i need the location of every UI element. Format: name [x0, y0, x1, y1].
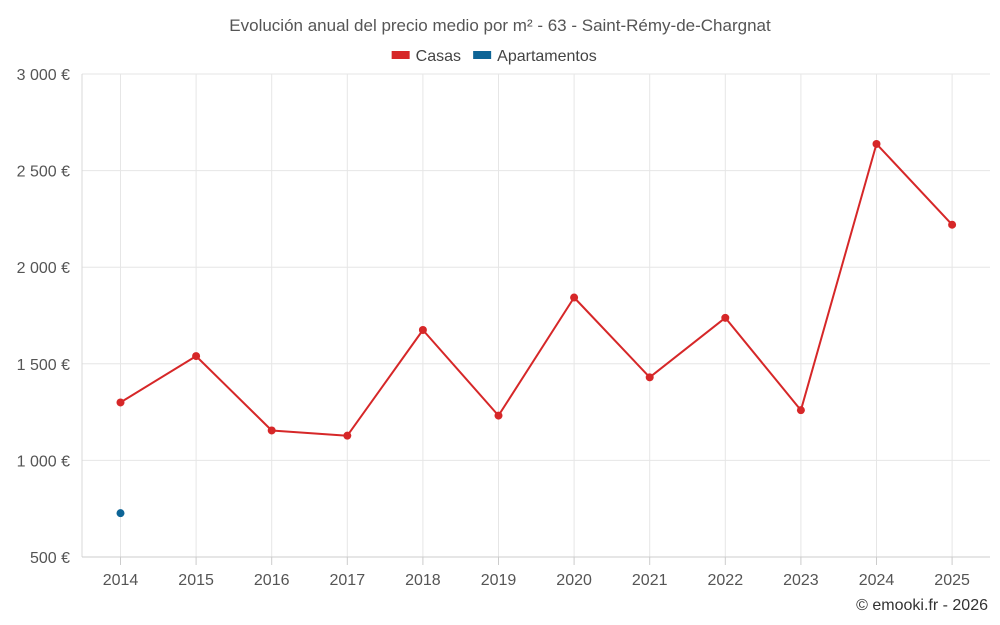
data-point-casas: [796, 406, 805, 415]
data-point-casas: [872, 139, 881, 148]
x-tick-label: 2021: [632, 572, 668, 589]
data-point-casas: [494, 411, 503, 420]
credit-text: © emooki.fr - 2026: [856, 597, 988, 614]
x-tick-label: 2016: [254, 572, 290, 589]
legend-label-apartamentos: Apartamentos: [497, 48, 597, 65]
grid: [82, 73, 990, 557]
x-tick-label: 2014: [103, 572, 139, 589]
x-tick-label: 2019: [481, 572, 517, 589]
y-axis: 500 € 1 000 € 1 500 € 2 000 € 2 500 € 3 000 €: [17, 67, 83, 567]
series-line-casas: [119, 142, 953, 437]
y-tick-label: 1 000 €: [17, 453, 70, 470]
legend: Casas Apartamentos: [391, 48, 597, 65]
x-tick-label: 2017: [330, 572, 366, 589]
y-tick-label: 2 000 €: [17, 260, 70, 277]
x-tick-label: 2023: [783, 572, 819, 589]
x-tick-label: 2022: [708, 572, 744, 589]
legend-label-casas: Casas: [416, 48, 461, 65]
data-point-casas: [343, 431, 352, 440]
y-tick-label: 2 500 €: [17, 164, 70, 181]
data-point-casas: [570, 293, 579, 302]
chart-title: Evolución anual del precio medio por m² …: [229, 16, 771, 35]
y-tick-label: 3 000 €: [17, 67, 70, 84]
legend-swatch-casas: [391, 51, 410, 59]
x-tick-label: 2020: [556, 572, 592, 589]
y-tick-label: 500 €: [30, 550, 70, 567]
series-layer: [116, 139, 957, 518]
data-point-casas: [116, 398, 125, 407]
data-point-casas: [948, 220, 957, 229]
data-point-casas: [645, 373, 654, 382]
data-point-apartamentos: [116, 509, 125, 518]
x-tick-label: 2025: [934, 572, 970, 589]
x-axis: 2014 2015 2016 2017 2018 2019 2020 2021 2022 2023…: [82, 556, 990, 589]
data-point-casas: [418, 325, 427, 334]
data-point-casas: [192, 352, 201, 361]
data-point-casas: [267, 426, 276, 435]
legend-swatch-apartamentos: [473, 51, 492, 59]
y-tick-label: 1 500 €: [17, 357, 70, 374]
x-tick-label: 2015: [178, 572, 214, 589]
x-tick-label: 2024: [859, 572, 895, 589]
data-point-casas: [721, 313, 730, 322]
x-tick-label: 2018: [405, 572, 441, 589]
